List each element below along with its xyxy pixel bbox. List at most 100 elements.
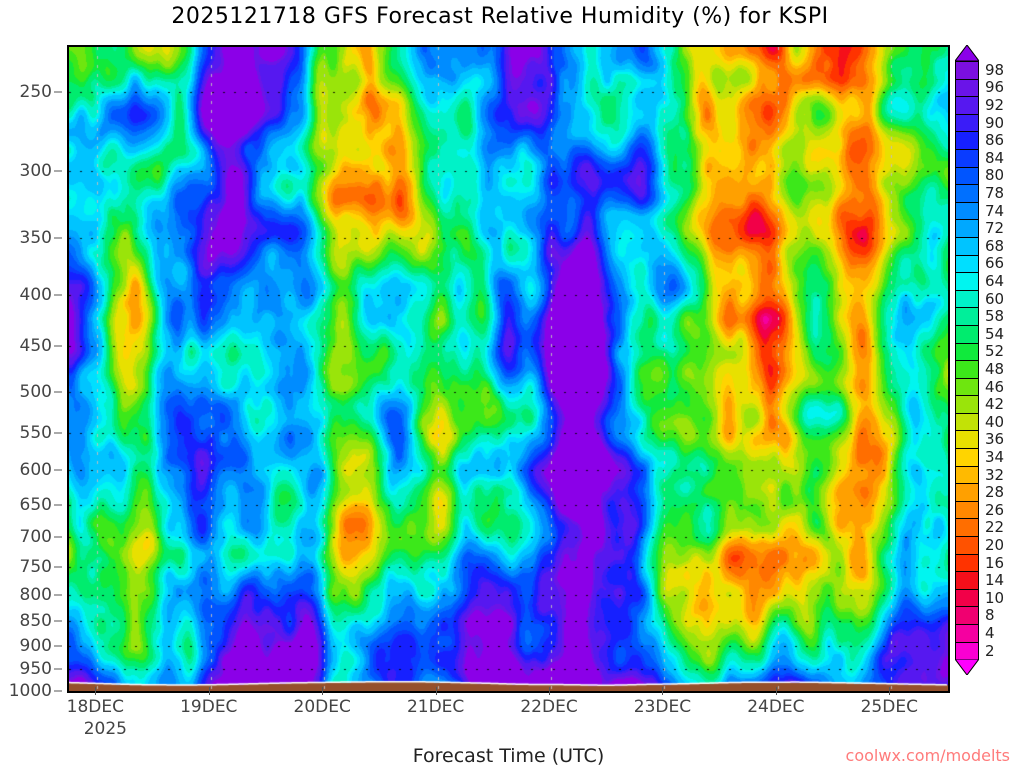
colorbar-tick-label: 46 (985, 377, 1005, 396)
y-tick-label: 450 (19, 336, 52, 357)
humidity-field-canvas (69, 47, 948, 691)
y-tick-mark (54, 620, 62, 622)
colorbar-swatch (956, 62, 978, 80)
y-tick-mark (54, 391, 62, 393)
y-tick-label: 500 (19, 381, 52, 402)
colorbar-tick-label: 74 (985, 201, 1005, 220)
y-tick-label: 550 (19, 422, 52, 443)
colorbar-swatch (956, 572, 978, 590)
y-tick-label: 600 (19, 460, 52, 481)
colorbar-tick-label: 10 (985, 588, 1005, 607)
y-tick-mark (54, 345, 62, 347)
colorbar-swatch (956, 607, 978, 625)
x-tick-mark (775, 687, 777, 695)
x-tick-mark (889, 687, 891, 695)
colorbar-swatch (956, 220, 978, 238)
colorbar-swatch (956, 431, 978, 450)
colorbar-swatch (956, 554, 978, 573)
x-tick-label: 19DEC (180, 697, 238, 717)
colorbar-swatch (956, 343, 978, 362)
y-tick-mark (54, 690, 62, 692)
colorbar-tick-label: 42 (985, 395, 1005, 414)
colorbar-tick-label: 90 (985, 113, 1005, 132)
y-tick-label: 350 (19, 227, 52, 248)
y-tick-label: 300 (19, 161, 52, 182)
x-axis: 18DEC 2025 19DEC 20DEC 21DEC 22DEC 23DEC 24DEC 2… (67, 687, 950, 745)
colorbar-swatch (956, 114, 978, 133)
colorbar-swatch (956, 290, 978, 309)
y-tick-label: 250 (19, 82, 52, 103)
y-tick-mark (54, 469, 62, 471)
colorbar-swatch (956, 79, 978, 98)
y-tick-mark (54, 504, 62, 506)
x-axis-title: Forecast Time (UTC) (412, 745, 605, 767)
colorbar-legend: 98 96 92 90 86 84 80 78 74 72 68 66 64 60 58 54 52 48 46 42… (955, 45, 1023, 695)
y-tick-label: 650 (19, 495, 52, 516)
colorbar-top-arrow-icon (955, 45, 979, 61)
colorbar-swatch (956, 537, 978, 555)
x-tick-label: 20DEC (293, 697, 351, 717)
y-tick-mark (54, 566, 62, 568)
colorbar-tick-label: 2 (985, 641, 995, 660)
colorbar-tick-label: 22 (985, 518, 1005, 537)
x-tick-mark (435, 687, 437, 695)
x-tick-mark (322, 687, 324, 695)
colorbar-swatch (956, 149, 978, 168)
colorbar-swatch (956, 325, 978, 344)
x-tick-mark (95, 687, 97, 695)
colorbar-swatch (956, 642, 978, 661)
y-tick-mark (54, 91, 62, 93)
colorbar-tick-label: 98 (985, 60, 1005, 79)
colorbar-bottom-arrow-icon (955, 659, 979, 676)
colorbar-tick-label: 86 (985, 131, 1005, 150)
colorbar-swatch (956, 273, 978, 291)
colorbar-tick-label: 36 (985, 430, 1005, 449)
colorbar-tick-label: 66 (985, 254, 1005, 273)
colorbar-swatch (956, 519, 978, 538)
y-tick-label: 900 (19, 635, 52, 656)
y-tick-mark (54, 237, 62, 239)
x-tick-label: 23DEC (633, 697, 692, 717)
colorbar-tick-label: 32 (985, 465, 1005, 484)
y-tick-mark (54, 294, 62, 296)
x-tick-mark (549, 687, 551, 695)
colorbar-swatch (956, 378, 978, 397)
colorbar-tick-label: 48 (985, 360, 1005, 378)
colorbar-swatch (956, 202, 978, 221)
y-tick-mark (54, 668, 62, 670)
colorbar-swatch (956, 97, 978, 115)
y-tick-mark (54, 432, 62, 434)
x-tick-label: 21DEC (406, 697, 465, 717)
colorbar-swatch (956, 361, 978, 379)
colorbar-tick-label: 72 (985, 219, 1005, 238)
colorbar-swatch (956, 308, 978, 326)
colorbar-swatch (956, 132, 978, 150)
colorbar-tick-label: 52 (985, 342, 1005, 361)
colorbar-tick-label: 20 (985, 536, 1005, 554)
colorbar-tick-label: 26 (985, 500, 1005, 519)
x-tick-label: 25DEC (860, 697, 918, 717)
plot-area (67, 45, 950, 693)
colorbar-tick-label: 14 (985, 571, 1005, 590)
y-tick-label: 1000 (8, 681, 52, 701)
colorbar-tick-label: 8 (985, 606, 995, 625)
colorbar-swatch (956, 396, 978, 414)
x-tick-mark (662, 687, 664, 695)
colorbar-swatch (956, 501, 978, 520)
x-tick-label: 22DEC (520, 697, 578, 717)
colorbar-swatch (956, 625, 978, 643)
colorbar-swatch (956, 413, 978, 432)
y-tick-label: 850 (19, 610, 52, 631)
colorbar-tick-label: 58 (985, 307, 1005, 326)
colorbar-tick-label: 68 (985, 236, 1005, 255)
colorbar-tick-label: 78 (985, 184, 1005, 202)
y-tick-label: 700 (19, 527, 52, 547)
y-tick-mark (54, 536, 62, 538)
colorbar-tick-label: 16 (985, 553, 1005, 572)
colorbar-tick-label: 80 (985, 166, 1005, 185)
colorbar-swatch (956, 237, 978, 256)
y-tick-mark (54, 594, 62, 596)
y-tick-label: 400 (19, 285, 52, 306)
watermark: coolwx.com/modelts (845, 746, 1010, 765)
colorbar-tick-label: 60 (985, 289, 1005, 308)
